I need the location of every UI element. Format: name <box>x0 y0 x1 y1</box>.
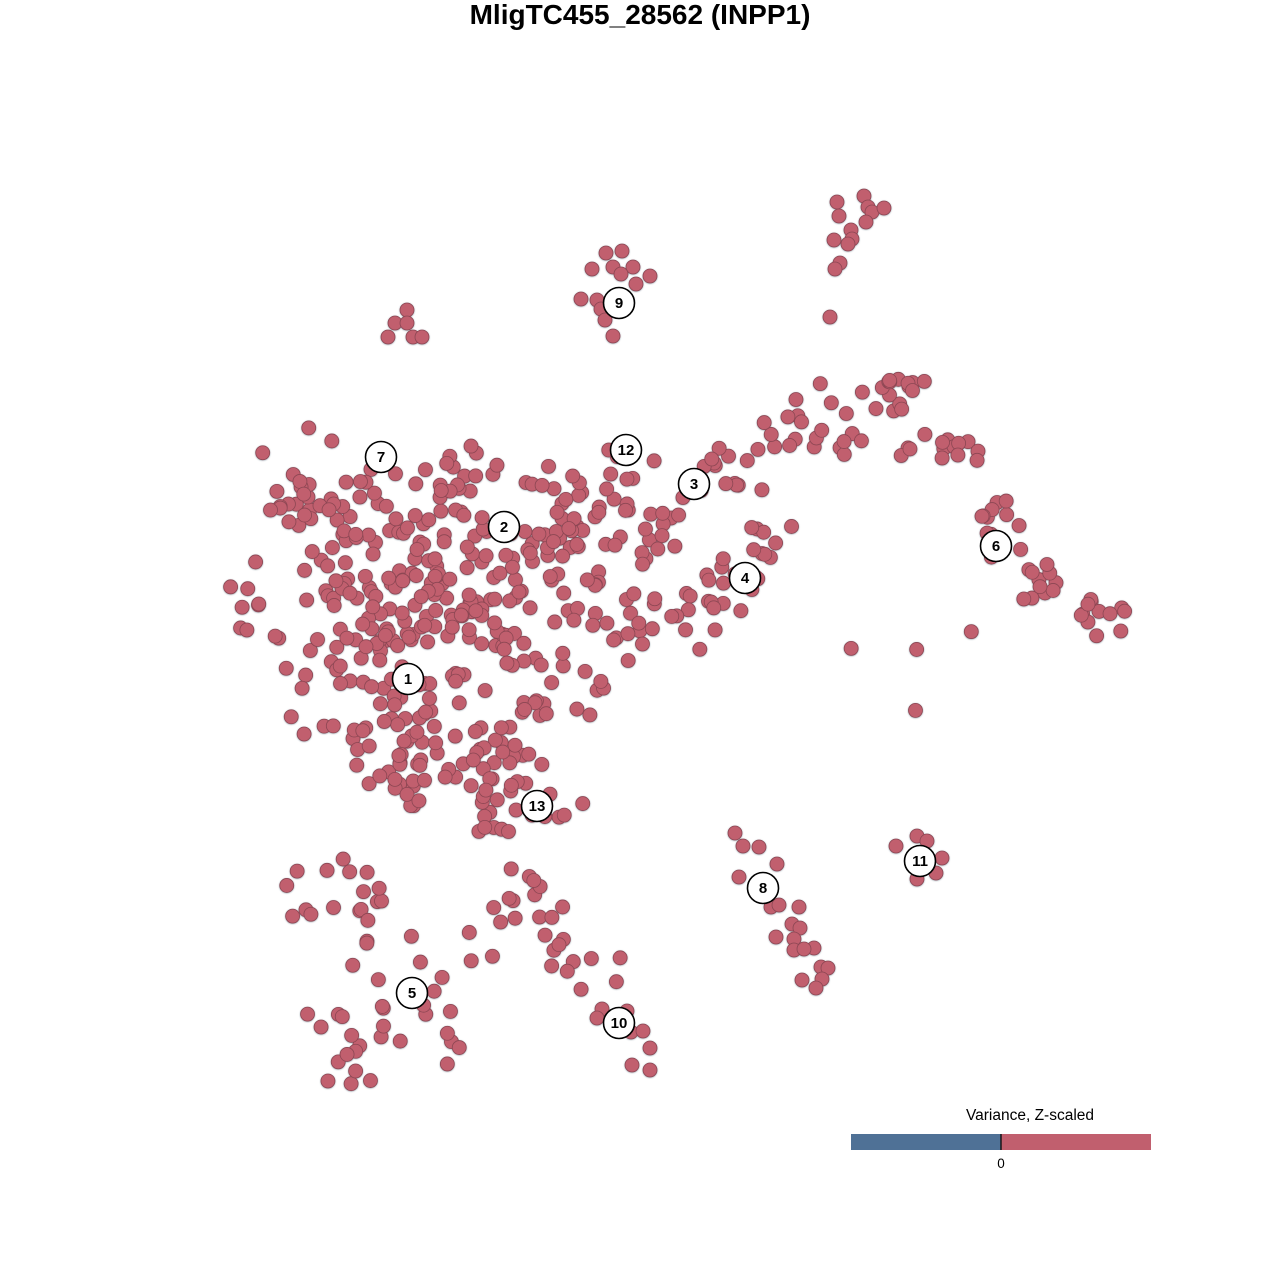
svg-text:1: 1 <box>404 671 412 688</box>
svg-text:2: 2 <box>500 519 508 536</box>
svg-text:Variance, Z-scaled: Variance, Z-scaled <box>966 1107 1094 1124</box>
svg-text:4: 4 <box>741 570 750 587</box>
svg-text:5: 5 <box>408 985 416 1002</box>
svg-text:10: 10 <box>611 1015 628 1032</box>
svg-text:3: 3 <box>690 476 698 493</box>
svg-text:13: 13 <box>529 798 546 815</box>
svg-text:6: 6 <box>992 538 1000 555</box>
svg-text:7: 7 <box>377 449 385 466</box>
svg-text:8: 8 <box>759 880 767 897</box>
svg-text:12: 12 <box>618 442 635 459</box>
svg-text:0: 0 <box>997 1156 1005 1171</box>
svg-text:11: 11 <box>912 853 928 870</box>
svg-text:9: 9 <box>615 295 623 312</box>
